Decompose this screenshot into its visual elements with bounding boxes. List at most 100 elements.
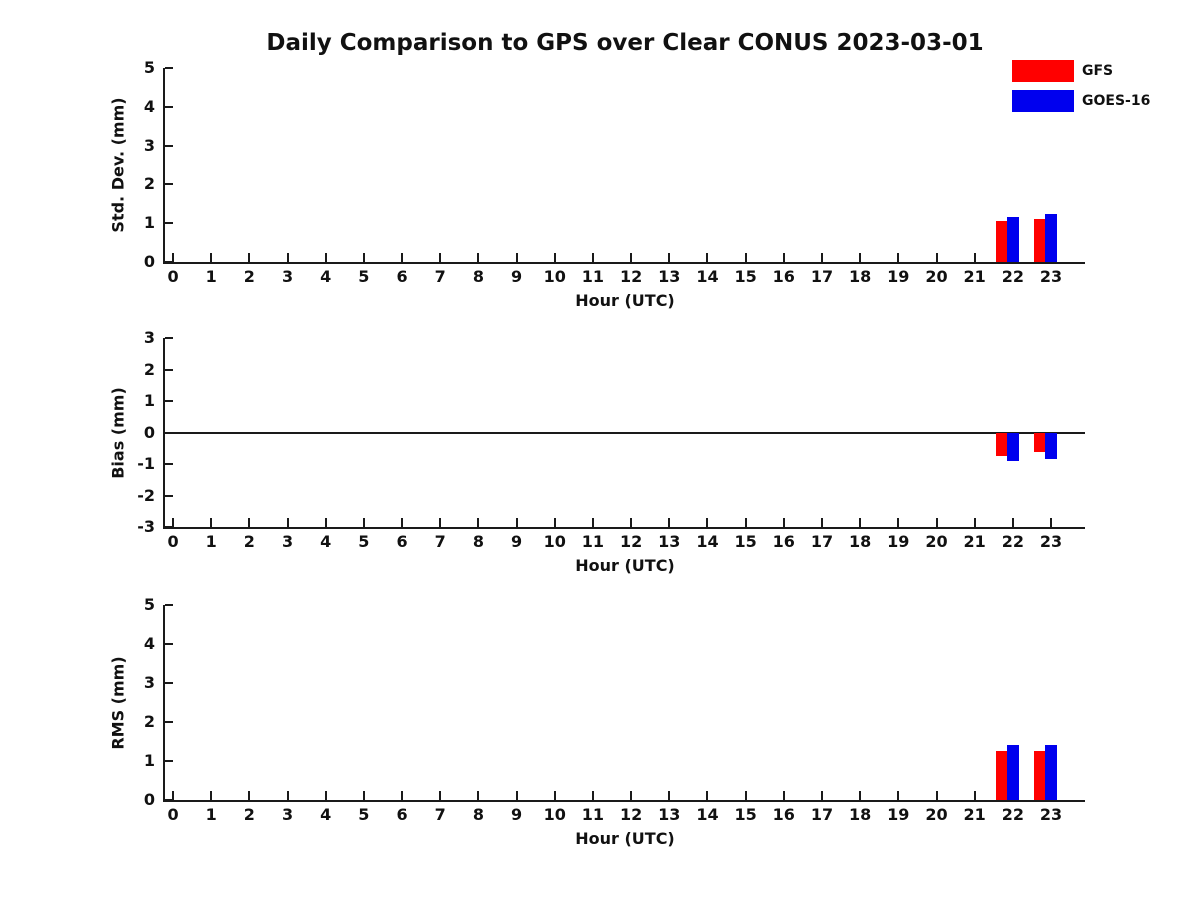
chart-title: Daily Comparison to GPS over Clear CONUS… — [266, 30, 984, 56]
x-tick-label: 6 — [396, 805, 408, 824]
y-tick-label: 4 — [143, 96, 155, 116]
x-tick-label: 8 — [472, 805, 484, 824]
y-tick — [165, 604, 173, 606]
y-tick-label: 2 — [143, 712, 155, 731]
x-tick — [820, 253, 823, 262]
x-tick-label: 18 — [849, 532, 872, 551]
x-tick-label: 11 — [581, 805, 605, 824]
y-tick-label: 2 — [143, 174, 155, 194]
legend-label-goes16: GOES-16 — [1082, 93, 1151, 109]
x-tick — [706, 253, 709, 262]
x-tick — [859, 253, 862, 262]
x-axis-spine — [163, 527, 1085, 529]
y-tick — [165, 261, 173, 263]
x-tick-label: 8 — [472, 532, 484, 551]
x-tick — [706, 791, 709, 800]
x-tick — [553, 791, 556, 800]
x-tick — [859, 791, 862, 800]
x-tick — [859, 518, 862, 527]
x-tick — [782, 518, 785, 527]
y-tick — [165, 67, 173, 69]
x-tick-label: 9 — [511, 532, 523, 551]
x-tick-label: 18 — [849, 805, 872, 824]
x-tick-label: 22 — [1001, 805, 1024, 824]
x-tick-label: 4 — [320, 267, 332, 286]
x-tick-label: 10 — [543, 267, 566, 286]
x-tick — [210, 518, 213, 527]
y-tick — [165, 526, 173, 528]
x-tick-label: 0 — [167, 805, 179, 824]
x-tick — [935, 253, 938, 262]
x-tick — [401, 791, 404, 800]
y-tick-label: 2 — [143, 359, 155, 379]
x-tick — [172, 253, 175, 262]
bar-goes16-hour23 — [1045, 745, 1057, 800]
x-tick-label: 19 — [887, 267, 910, 286]
x-tick-label: 21 — [963, 532, 986, 551]
x-tick — [248, 518, 251, 527]
x-tick-label: 6 — [396, 267, 408, 286]
y-axis-label: Std. Dev. (mm) — [108, 97, 128, 233]
x-tick-label: 5 — [358, 267, 370, 286]
y-tick-label: -2 — [137, 485, 155, 505]
x-tick-label: 20 — [925, 805, 948, 824]
x-tick-label: 5 — [358, 805, 370, 824]
x-tick-label: 12 — [619, 805, 643, 824]
x-tick — [782, 791, 785, 800]
legend: GFS GOES-16 — [1012, 60, 1150, 112]
x-tick-label: 17 — [810, 805, 834, 824]
x-tick — [439, 518, 442, 527]
x-tick — [477, 518, 480, 527]
x-tick-label: 18 — [849, 267, 872, 286]
x-tick-label: 12 — [619, 532, 643, 551]
y-tick — [165, 494, 173, 497]
bar-goes16-hour22 — [1007, 745, 1019, 800]
y-axis-label: RMS (mm) — [108, 655, 128, 750]
x-tick-label: 21 — [963, 805, 986, 824]
x-tick — [630, 518, 633, 527]
x-tick — [668, 518, 671, 527]
y-tick — [165, 105, 173, 108]
x-tick — [668, 791, 671, 800]
x-tick-label: 3 — [281, 532, 294, 551]
legend-item-goes16: GOES-16 — [1012, 90, 1150, 112]
y-tick-label: 3 — [143, 328, 155, 347]
bar-goes16-hour23 — [1045, 214, 1057, 262]
x-tick — [439, 791, 442, 800]
y-tick — [165, 400, 173, 402]
x-tick-label: 0 — [167, 532, 179, 551]
x-tick — [210, 253, 213, 262]
y-tick-label: 5 — [143, 595, 155, 614]
x-tick — [668, 253, 671, 262]
bar-goes16-hour23 — [1045, 432, 1057, 459]
x-tick — [935, 791, 938, 800]
x-tick — [515, 253, 518, 262]
y-tick-label: 5 — [143, 58, 155, 77]
x-tick-label: 19 — [887, 805, 910, 824]
x-tick — [324, 253, 327, 262]
x-tick-label: 23 — [1039, 805, 1063, 824]
x-tick-label: 0 — [167, 267, 179, 286]
x-tick — [1050, 518, 1053, 527]
bar-gfs-hour23 — [1033, 218, 1046, 262]
x-tick-label: 10 — [543, 532, 566, 551]
x-tick-label: 8 — [472, 267, 484, 286]
x-tick — [820, 791, 823, 800]
x-axis-spine — [163, 800, 1085, 802]
x-tick-label: 11 — [581, 267, 605, 286]
x-tick — [324, 791, 327, 800]
x-tick — [401, 253, 404, 262]
x-axis-spine — [163, 262, 1085, 264]
y-tick — [165, 463, 173, 465]
x-tick — [782, 253, 785, 262]
y-tick-label: -1 — [137, 454, 155, 473]
x-tick-label: 15 — [734, 805, 757, 824]
x-tick — [477, 253, 480, 262]
x-tick-label: 4 — [320, 805, 332, 824]
x-tick-label: 9 — [511, 267, 523, 286]
x-tick — [286, 791, 289, 800]
x-tick — [897, 791, 900, 800]
x-tick — [553, 253, 556, 262]
x-tick-label: 4 — [320, 532, 332, 551]
